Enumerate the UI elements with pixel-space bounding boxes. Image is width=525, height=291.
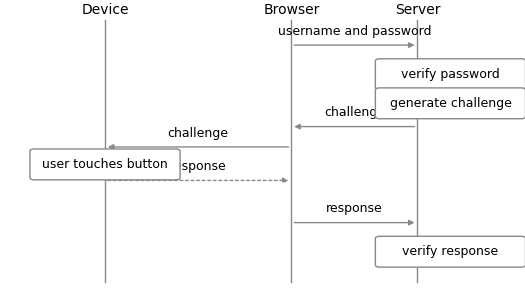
Text: response: response	[326, 202, 383, 215]
FancyBboxPatch shape	[375, 59, 525, 90]
FancyBboxPatch shape	[375, 236, 525, 267]
Text: Server: Server	[395, 3, 440, 17]
Text: Browser: Browser	[263, 3, 320, 17]
Text: username and password: username and password	[278, 25, 431, 38]
Text: verify password: verify password	[401, 68, 500, 81]
Text: generate challenge: generate challenge	[390, 97, 511, 110]
Text: verify response: verify response	[402, 245, 499, 258]
Text: response: response	[170, 160, 227, 173]
FancyBboxPatch shape	[375, 88, 525, 119]
FancyBboxPatch shape	[30, 149, 180, 180]
Text: challenge: challenge	[324, 106, 385, 119]
Text: challenge: challenge	[167, 127, 229, 140]
Text: user touches button: user touches button	[42, 158, 168, 171]
Text: Device: Device	[81, 3, 129, 17]
